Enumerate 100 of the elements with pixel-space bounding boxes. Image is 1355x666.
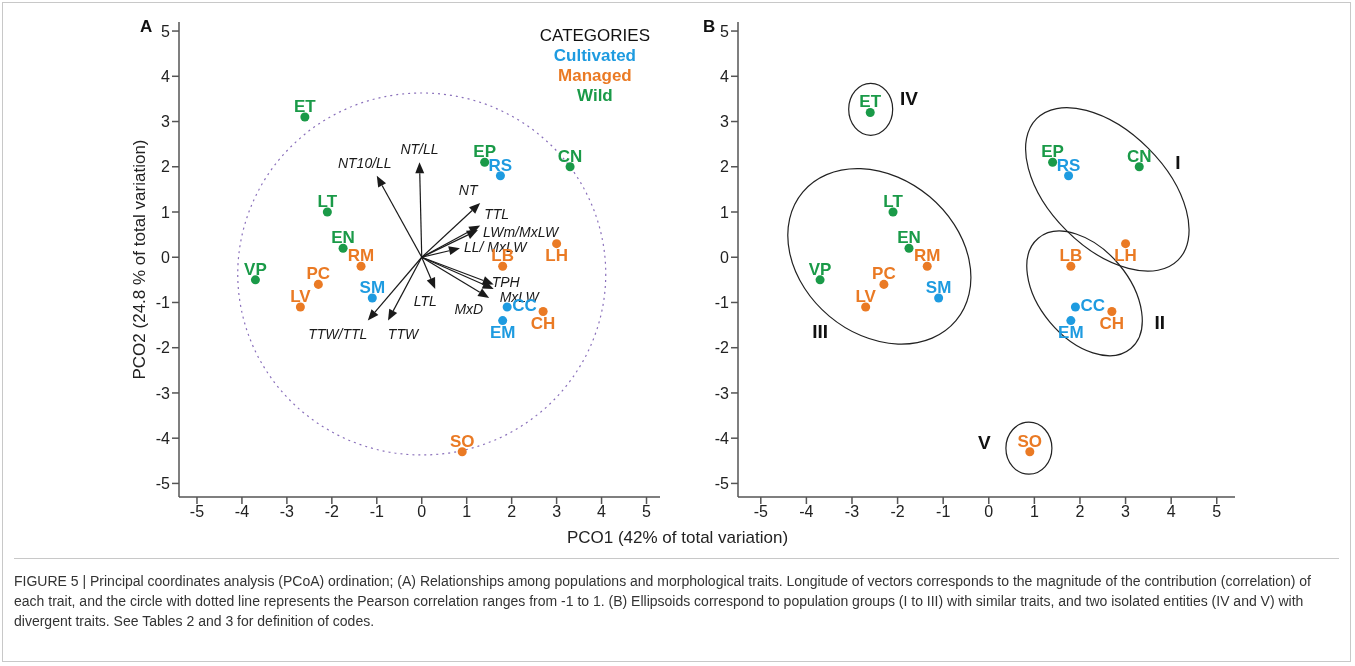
y-tick-label: -2 [714, 339, 730, 357]
x-tick-label: 4 [1166, 503, 1176, 521]
data-label: RM [347, 246, 375, 266]
point [815, 275, 825, 285]
point [480, 157, 490, 167]
data-label: CH [1099, 313, 1125, 333]
point [1066, 261, 1076, 271]
x-tick-label: -2 [890, 503, 905, 521]
data-label: LT [317, 192, 338, 211]
y-tick-label: 4 [161, 67, 171, 85]
x-tick-label: 2 [1075, 503, 1085, 521]
point [338, 243, 348, 253]
data-label: SM [359, 277, 386, 297]
data-label: LV [290, 287, 312, 306]
annotation: TTL [484, 205, 510, 222]
annotation: NT [458, 181, 479, 198]
point [1070, 302, 1080, 312]
x-tick-label: -1 [369, 503, 385, 521]
y-tick-label: 2 [720, 158, 730, 176]
annotation: LTL [413, 292, 437, 309]
point [300, 112, 310, 122]
point [356, 261, 366, 271]
y-tick-label: -1 [155, 294, 171, 312]
annotation: TTW/TTL [308, 325, 368, 342]
x-tick-label: 1 [1029, 503, 1039, 521]
point [1066, 316, 1076, 326]
data-label: VP [808, 259, 832, 279]
x-tick-label: 3 [1121, 503, 1131, 521]
data-label: EM [1058, 322, 1084, 342]
data-label: VP [244, 259, 267, 279]
x-tick-label: -3 [279, 503, 295, 521]
point [888, 207, 898, 217]
annotation: I [1175, 151, 1181, 173]
annotation: IV [900, 88, 919, 110]
x-tick-label: -3 [844, 503, 860, 521]
point [922, 261, 932, 271]
data-label: PC [306, 264, 331, 284]
point [1121, 239, 1131, 249]
data-label: LV [855, 287, 877, 306]
point [457, 447, 467, 457]
legend-title: CATEGORIES [539, 26, 650, 46]
data-label: CN [1126, 146, 1152, 166]
annotation: NT10/LL [337, 154, 392, 171]
x-tick-label: -1 [936, 503, 951, 521]
y-tick-label: -5 [714, 475, 730, 493]
point [495, 171, 505, 181]
point [1025, 447, 1035, 457]
y-tick-label: 0 [161, 248, 171, 266]
data-label: EM [489, 322, 516, 342]
data-label: CH [530, 313, 556, 333]
annotation: LWm/MxLW [482, 224, 560, 241]
data-label: LB [1059, 246, 1083, 266]
x-tick-label: 5 [642, 503, 652, 521]
annotation: TTW [387, 325, 420, 342]
annotation: NT/LL [400, 141, 439, 158]
point [865, 107, 875, 117]
point [1134, 162, 1144, 172]
y-tick-label: 0 [720, 248, 730, 266]
x-tick-label: -2 [324, 503, 340, 521]
point [565, 162, 575, 172]
chart-title: A [140, 17, 153, 36]
x-axis-title: PCO1 (42% of total variation) [565, 528, 790, 548]
x-tick-label: 4 [597, 503, 607, 521]
data-label: LT [883, 192, 904, 211]
x-tick-label: 5 [1212, 503, 1222, 521]
x-tick-label: 0 [984, 503, 994, 521]
data-label: SO [1017, 431, 1043, 451]
data-label: ET [859, 92, 882, 112]
point [498, 316, 508, 326]
data-label: SO [449, 431, 475, 451]
caption: FIGURE 5 | Principal coordinates analysis (PCoA) ordination; (A) Relationships among populations and morphological traits. Longitude of vectors corresponds to the magnitude of the contribution (correlation) of each trait, and the circle with dotted line represents the Pearson correlation ranges from -1 to 1. (B) Ellipsoids correspond to population groups (I to III) with similar traits, and two isolated entities (IV and V) with divergent traits. See Tables 2 and 3 for definition of codes. [14, 572, 1312, 631]
y-tick-label: 1 [161, 203, 171, 221]
annotation: III [812, 321, 828, 343]
point [552, 239, 562, 249]
data-label: LH [545, 245, 568, 265]
y-tick-label: 2 [161, 158, 171, 176]
y-tick-label: -4 [714, 429, 730, 447]
y-tick-label: -4 [155, 429, 171, 447]
point [367, 293, 377, 303]
data-label: SM [925, 277, 952, 297]
y-tick-label: 1 [720, 203, 730, 221]
y-tick-label: 5 [161, 22, 171, 40]
x-tick-label: -4 [234, 503, 250, 521]
text: Wild [576, 86, 614, 106]
y-tick-label: -3 [155, 384, 171, 402]
point [1107, 307, 1117, 317]
y-tick-label: 3 [161, 113, 171, 131]
point [498, 261, 508, 271]
y-axis-title: PCO2 (24.8 % of total variation) [130, 139, 149, 380]
data-label: RM [914, 246, 941, 266]
x-tick-label: -5 [189, 503, 205, 521]
point [313, 279, 323, 289]
text: Cultivated [552, 46, 637, 66]
point [322, 207, 332, 217]
data-label: EN [331, 228, 355, 248]
y-tick-label: 3 [720, 113, 730, 131]
annotation: MxD [454, 300, 484, 317]
point [250, 275, 260, 285]
x-tick-label: -4 [799, 503, 814, 521]
y-tick-label: -2 [155, 339, 171, 357]
